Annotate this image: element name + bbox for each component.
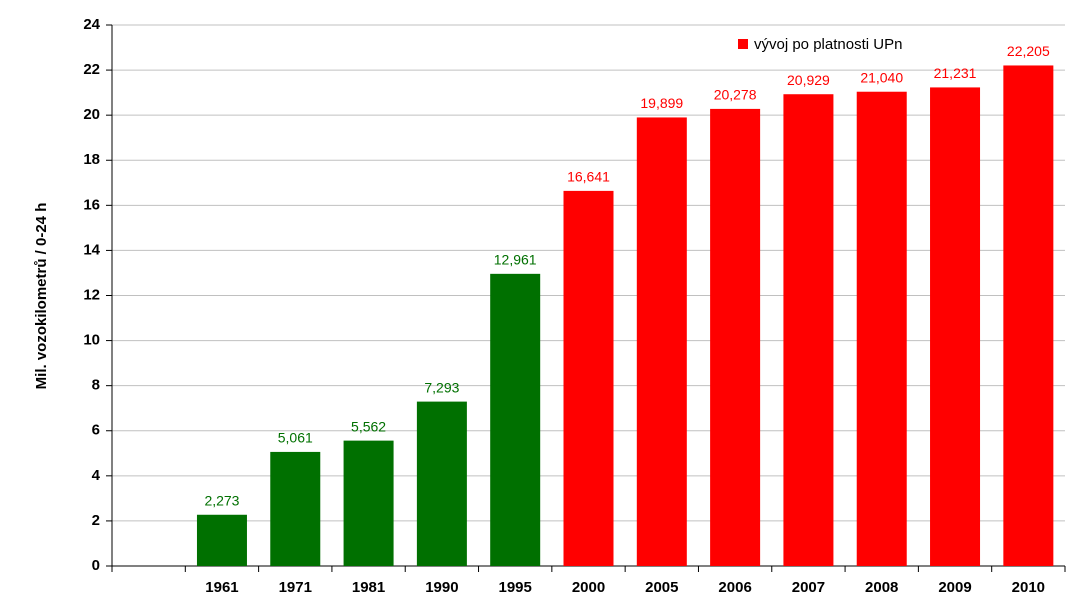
x-tick-label: 2005 (645, 579, 678, 595)
value-label: 22,205 (1007, 43, 1050, 59)
x-tick-label: 2000 (572, 579, 605, 595)
bar (856, 91, 907, 567)
bar (783, 94, 834, 566)
value-label: 16,641 (567, 169, 610, 185)
y-tick-label: 14 (83, 241, 100, 258)
y-tick-label: 0 (92, 557, 100, 574)
value-label: 21,231 (934, 65, 977, 81)
bar (563, 190, 614, 566)
x-tick-label: 2009 (938, 579, 971, 595)
bar (710, 108, 761, 566)
y-tick-label: 24 (83, 16, 100, 33)
value-label: 7,293 (424, 379, 459, 395)
value-label: 20,278 (714, 87, 757, 103)
bar (636, 117, 687, 567)
bar (196, 514, 247, 566)
bar (416, 401, 467, 566)
y-tick-label: 18 (83, 151, 100, 168)
y-tick-label: 22 (83, 61, 100, 78)
bar (343, 440, 394, 566)
y-tick-label: 12 (83, 286, 100, 303)
bar (930, 87, 981, 566)
value-label: 2,273 (204, 492, 239, 508)
value-label: 5,061 (278, 430, 313, 446)
x-tick-label: 1990 (425, 579, 458, 595)
value-label: 5,562 (351, 418, 386, 434)
y-axis-label: Mil. vozokilometrů / 0-24 h (33, 203, 50, 390)
x-tick-label: 1981 (352, 579, 385, 595)
y-tick-label: 2 (92, 512, 100, 529)
x-tick-label: 1995 (499, 579, 532, 595)
x-tick-label: 2010 (1012, 579, 1045, 595)
bar (270, 451, 321, 566)
y-tick-label: 10 (83, 332, 100, 349)
value-label: 21,040 (860, 69, 903, 85)
x-tick-label: 1971 (279, 579, 312, 595)
value-label: 19,899 (640, 95, 683, 111)
legend-label: vývoj po platnosti UPn (754, 36, 902, 53)
bar (490, 273, 541, 566)
x-tick-label: 2007 (792, 579, 825, 595)
legend-swatch (738, 39, 748, 49)
value-label: 12,961 (494, 252, 537, 268)
y-tick-label: 4 (92, 467, 101, 484)
x-tick-label: 1961 (205, 579, 238, 595)
value-label: 20,929 (787, 72, 830, 88)
y-tick-label: 8 (92, 377, 100, 394)
y-tick-label: 16 (83, 196, 100, 213)
x-tick-label: 2008 (865, 579, 898, 595)
x-tick-label: 2006 (718, 579, 751, 595)
y-tick-label: 6 (92, 422, 100, 439)
y-tick-label: 20 (83, 106, 100, 123)
bar (1003, 65, 1054, 567)
